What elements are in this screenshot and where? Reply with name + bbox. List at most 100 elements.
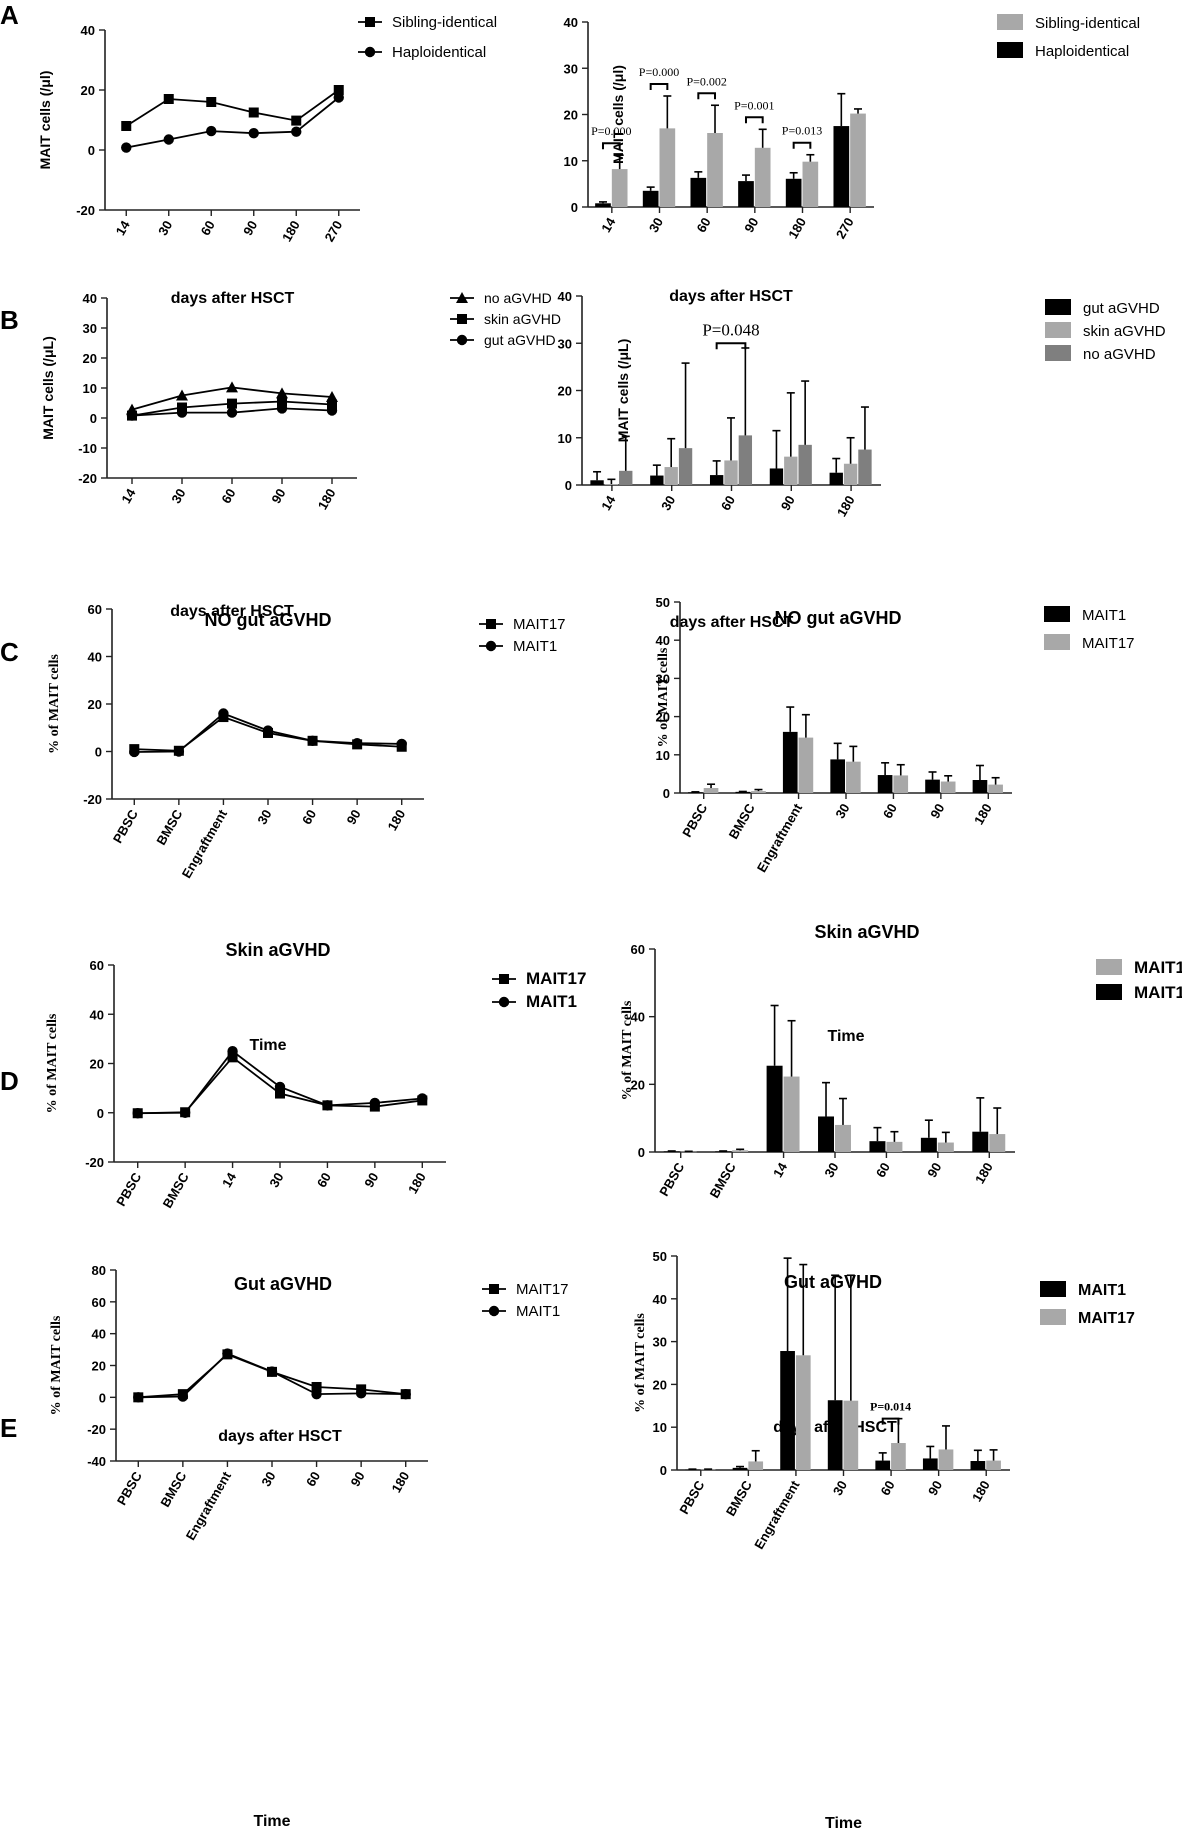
b-bar-bar bbox=[769, 468, 784, 485]
c-line-x-tick-label: Engraftment bbox=[179, 806, 231, 880]
d-bar-legend-label: MAIT17 bbox=[1134, 958, 1182, 977]
b-line-data-point bbox=[276, 387, 288, 399]
c-bar-bar bbox=[798, 737, 814, 793]
c-bar-y-axis-title: % of MAIT cells bbox=[656, 647, 671, 747]
c-bar-y-tick-label: 50 bbox=[656, 595, 670, 610]
b-bar-x-tick-label: 90 bbox=[778, 493, 798, 513]
d-line-x-tick-label: 90 bbox=[361, 1170, 381, 1190]
e-line-legend-marker bbox=[488, 1305, 500, 1317]
c-line-data-point bbox=[396, 738, 407, 750]
a-line-x-tick-label: 14 bbox=[113, 217, 134, 238]
b-line-y-axis-title: MAIT cells (/μL) bbox=[40, 336, 56, 439]
b-bar-legend-swatch bbox=[1045, 299, 1071, 315]
a-bar-bar bbox=[785, 178, 802, 207]
a-bar-x-tick-label: 270 bbox=[833, 215, 857, 241]
c-bar-legend-label: MAIT17 bbox=[1082, 635, 1135, 652]
e-line-data-point bbox=[400, 1388, 411, 1400]
e-bar-y-tick-label: 20 bbox=[653, 1377, 667, 1392]
c-line-y-tick-label: -20 bbox=[83, 792, 102, 807]
a-bar-bar bbox=[690, 177, 707, 207]
a-bar-p-value: P=0.000 bbox=[639, 65, 679, 79]
e-line-legend-marker bbox=[489, 1284, 499, 1294]
d-bar-x-tick-label: 180 bbox=[972, 1160, 996, 1186]
b-bar-y-axis-title: MAIT cells (/μL) bbox=[615, 339, 631, 442]
d-bar-y-tick-label: 40 bbox=[631, 1010, 645, 1025]
b-bar-y-tick-label: 0 bbox=[565, 478, 572, 493]
a-bar-sig-bracket bbox=[649, 83, 669, 90]
b-bar-y-tick-label: 20 bbox=[558, 384, 572, 399]
c-line-data-point bbox=[262, 725, 274, 736]
c-bar-x-tick-label: 60 bbox=[880, 801, 900, 821]
d-line-data-point bbox=[274, 1081, 286, 1093]
d-line-y-tick-label: 40 bbox=[90, 1007, 104, 1022]
e-line-y-tick-label: 40 bbox=[92, 1327, 106, 1342]
b-bar-x-tick-label: 180 bbox=[834, 493, 858, 519]
e-bar-legend-label: MAIT17 bbox=[1078, 1310, 1135, 1327]
a-line-data-point bbox=[206, 97, 217, 107]
e-line-x-tick-label: 90 bbox=[348, 1469, 368, 1489]
e-line-y-tick-label: 20 bbox=[92, 1359, 106, 1374]
e-bar-legend-swatch bbox=[1040, 1281, 1066, 1297]
a-bar-bar bbox=[611, 169, 628, 207]
b-bar-bar bbox=[619, 470, 633, 485]
c-bar-y-tick-label: 0 bbox=[663, 786, 670, 801]
d-line-data-point bbox=[132, 1108, 143, 1119]
c-bar-bar bbox=[972, 780, 988, 793]
b-line-y-tick-label: 40 bbox=[83, 291, 97, 306]
e-bar-sig-bracket bbox=[881, 1417, 900, 1425]
d-line-y-tick-label: 20 bbox=[90, 1057, 104, 1072]
a-line-y-axis-title: MAIT cells (/μl) bbox=[37, 71, 53, 170]
e-line-data-point bbox=[355, 1388, 367, 1399]
c-bar-y-tick-label: 40 bbox=[656, 633, 670, 648]
c-line-y-tick-label: 0 bbox=[95, 745, 102, 760]
b-line-x-axis-title: days after HSCT bbox=[170, 603, 294, 620]
d-bar-bar bbox=[783, 1076, 800, 1152]
a-bar-y-tick-label: 30 bbox=[564, 61, 578, 76]
a-line-legend-label: Sibling-identical bbox=[392, 14, 497, 31]
c-line-y-axis-title: % of MAIT cells bbox=[47, 654, 62, 754]
a-line-x-tick-label: 30 bbox=[155, 218, 175, 238]
d-line-data-point bbox=[369, 1097, 381, 1109]
a-line-x-tick-label: 60 bbox=[198, 218, 218, 238]
a-bar-y-tick-label: 0 bbox=[571, 200, 578, 215]
a-bar-p-value: P=0.001 bbox=[734, 98, 774, 112]
d-line-data-point bbox=[179, 1107, 191, 1118]
c-line-x-tick-label: PBSC bbox=[110, 806, 141, 845]
d-line-x-tick-label: 60 bbox=[314, 1170, 334, 1190]
c-bar-bar bbox=[782, 731, 798, 793]
c-bar-legend-swatch bbox=[1044, 606, 1070, 622]
c-line-x-tick-label: BMSC bbox=[153, 806, 185, 847]
a-bar-legend-swatch bbox=[997, 42, 1023, 58]
c-line-data-point bbox=[173, 746, 185, 757]
e-bar-x-tick-label: Engraftment bbox=[751, 1477, 803, 1551]
a-line-data-point bbox=[291, 115, 302, 126]
b-bar-bar bbox=[650, 475, 664, 485]
b-line-y-tick-label: 0 bbox=[90, 411, 97, 426]
b-line-legend-label: skin aGVHD bbox=[484, 311, 561, 327]
b-line-data-point bbox=[126, 410, 138, 421]
e-bar-legend-swatch bbox=[1040, 1309, 1066, 1325]
c-bar-bar bbox=[846, 761, 861, 793]
b-bar-x-tick-label: 30 bbox=[658, 493, 678, 513]
c-bar-y-tick-label: 30 bbox=[656, 671, 670, 686]
e-bar-bar bbox=[922, 1458, 938, 1470]
d-bar-y-tick-label: 60 bbox=[631, 942, 645, 957]
a-bar-bar bbox=[850, 113, 866, 207]
b-bar-bar bbox=[678, 448, 693, 485]
b-bar-legend-label: skin aGVHD bbox=[1083, 323, 1166, 340]
e-bar-bar bbox=[970, 1461, 986, 1470]
b-line-y-tick-label: 30 bbox=[83, 321, 97, 336]
c-bar-bar bbox=[751, 791, 766, 793]
a-bar-legend-swatch bbox=[997, 14, 1023, 30]
e-line-y-tick-label: -20 bbox=[87, 1422, 106, 1437]
c-bar-x-axis-title: Time bbox=[827, 1028, 864, 1045]
a-bar-p-value: P=0.002 bbox=[686, 74, 726, 88]
a-line-data-point bbox=[248, 128, 259, 139]
b-line-y-tick-label: 20 bbox=[83, 351, 97, 366]
c-line-data-point bbox=[307, 735, 318, 747]
a-line-series-line bbox=[126, 96, 340, 149]
e-bar-bar bbox=[748, 1461, 764, 1470]
e-line-data-point bbox=[266, 1366, 278, 1377]
e-line-data-point bbox=[311, 1388, 322, 1400]
